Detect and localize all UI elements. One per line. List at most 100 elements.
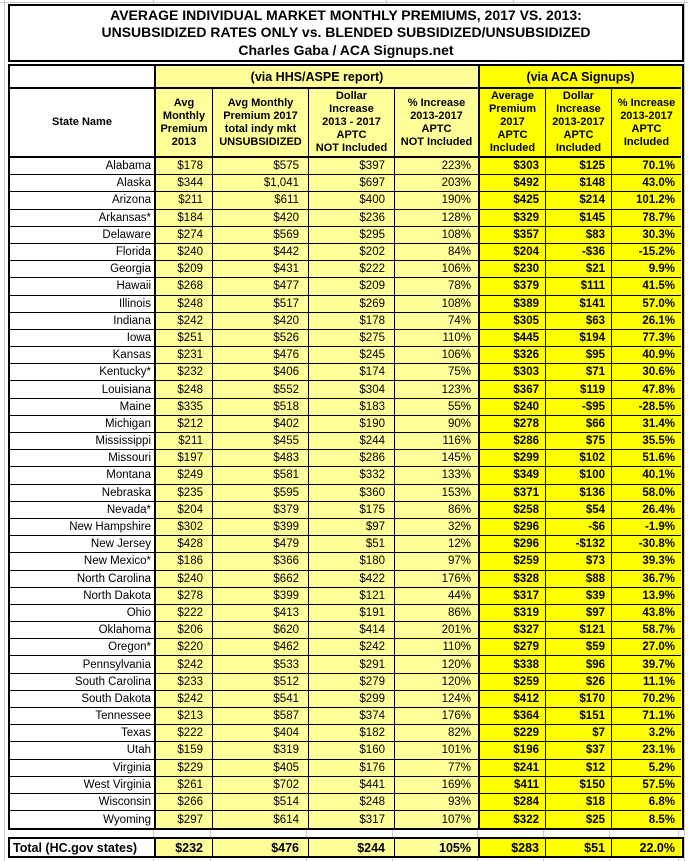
table-cell: $702 — [213, 776, 309, 794]
table-cell: 116% — [395, 433, 480, 451]
state-name-cell: North Dakota — [10, 587, 156, 605]
spacer-cell — [8, 830, 154, 838]
state-name-cell: Michigan — [10, 415, 156, 433]
table-cell: $21 — [546, 261, 612, 279]
spacer-cell — [8, 858, 154, 861]
state-name-cell: Wyoming — [10, 811, 156, 829]
table-cell: 77.3% — [612, 329, 681, 348]
table-cell: 43.8% — [612, 604, 681, 623]
state-name-cell: Texas — [10, 725, 156, 743]
table-cell: 82% — [395, 725, 480, 743]
state-name-cell: Arizona — [10, 192, 156, 210]
table-cell: $66 — [546, 415, 612, 433]
table-cell: $581 — [213, 467, 309, 485]
table-cell: 26.4% — [612, 501, 681, 519]
table-cell: $400 — [309, 192, 395, 210]
state-name-cell: New Jersey — [10, 536, 156, 554]
table-title: AVERAGE INDIVIDUAL MARKET MONTHLY PREMIU… — [8, 4, 684, 62]
table-cell: $399 — [213, 587, 309, 605]
table-cell: $136 — [546, 484, 612, 502]
spacer-cell — [478, 830, 544, 838]
table-cell: $422 — [309, 570, 395, 588]
table-cell: $191 — [309, 604, 395, 623]
table-cell: $512 — [213, 673, 309, 691]
table-cell: $379 — [480, 278, 546, 296]
table-cell: 203% — [395, 175, 480, 193]
table-cell: $7 — [546, 725, 612, 743]
table-cell: $178 — [156, 158, 213, 176]
state-name-cell: New Mexico* — [10, 553, 156, 571]
table-cell: $220 — [156, 639, 213, 657]
table-cell: -30.8% — [612, 536, 681, 554]
table-cell: $305 — [480, 312, 546, 330]
table-cell: $338 — [480, 656, 546, 674]
table-cell: 12% — [395, 536, 480, 554]
total-value-cell: $476 — [213, 839, 309, 857]
state-name-cell: Louisiana — [10, 381, 156, 399]
state-name-cell: Alabama — [10, 158, 156, 176]
state-name-cell: Kentucky* — [10, 364, 156, 382]
table-cell: $125 — [546, 158, 612, 176]
table-cell: $479 — [213, 536, 309, 554]
table-cell: 107% — [395, 811, 480, 829]
table-cell: $317 — [480, 587, 546, 605]
table-cell: 190% — [395, 192, 480, 210]
total-value-cell: 22.0% — [612, 839, 681, 857]
table-cell: $231 — [156, 347, 213, 365]
table-cell: $413 — [213, 604, 309, 623]
table-cell: $248 — [156, 295, 213, 313]
table-cell: $230 — [480, 261, 546, 279]
table-cell: 11.1% — [612, 673, 681, 691]
margin-gridline-right — [684, 0, 685, 861]
table-cell: 32% — [395, 518, 480, 537]
table-cell: $662 — [213, 570, 309, 588]
table-cell: $229 — [156, 759, 213, 777]
table-cell: $240 — [156, 570, 213, 588]
corner-cell — [10, 66, 156, 89]
table-cell: $121 — [309, 587, 395, 605]
table-cell: $278 — [480, 415, 546, 433]
table-cell: $614 — [213, 811, 309, 829]
table-cell: $222 — [309, 261, 395, 279]
table-cell: 106% — [395, 261, 480, 279]
table-cell: 101.2% — [612, 192, 681, 210]
table-cell: 78.7% — [612, 209, 681, 227]
table-cell: $51 — [309, 536, 395, 554]
table-cell: $242 — [156, 690, 213, 708]
table-cell: 70.1% — [612, 158, 681, 176]
table-cell: $241 — [480, 759, 546, 777]
table-cell: $63 — [546, 312, 612, 330]
state-name-cell: North Carolina — [10, 570, 156, 588]
table-cell: $202 — [309, 243, 395, 262]
table-cell: $204 — [156, 501, 213, 519]
table-cell: $75 — [546, 433, 612, 451]
table-cell: $233 — [156, 673, 213, 691]
table-cell: $269 — [309, 295, 395, 313]
table-cell: $412 — [480, 690, 546, 708]
spacer-cell — [544, 830, 610, 838]
table-cell: $364 — [480, 708, 546, 726]
table-cell: $406 — [213, 364, 309, 382]
table-cell: $322 — [480, 811, 546, 829]
table-cell: $248 — [156, 381, 213, 399]
state-name-cell: Pennsylvania — [10, 656, 156, 674]
table-cell: 110% — [395, 329, 480, 348]
table-cell: $73 — [546, 553, 612, 571]
spacer-cell — [154, 858, 211, 861]
table-cell: $526 — [213, 329, 309, 348]
table-cell: $275 — [309, 329, 395, 348]
table-cell: 123% — [395, 381, 480, 399]
table-cell: $232 — [156, 364, 213, 382]
state-name-cell: Hawaii — [10, 278, 156, 296]
margin-gridline-tick — [153, 0, 154, 4]
state-name-cell: Tennessee — [10, 708, 156, 726]
table-cell: $1,041 — [213, 175, 309, 193]
table-cell: $492 — [480, 175, 546, 193]
table-cell: $151 — [546, 708, 612, 726]
table-cell: $59 — [546, 639, 612, 657]
table-cell: -28.5% — [612, 398, 681, 416]
table-cell: $242 — [309, 639, 395, 657]
table-cell: 84% — [395, 243, 480, 262]
spacer-cell — [211, 858, 307, 861]
table-cell: $229 — [480, 725, 546, 743]
